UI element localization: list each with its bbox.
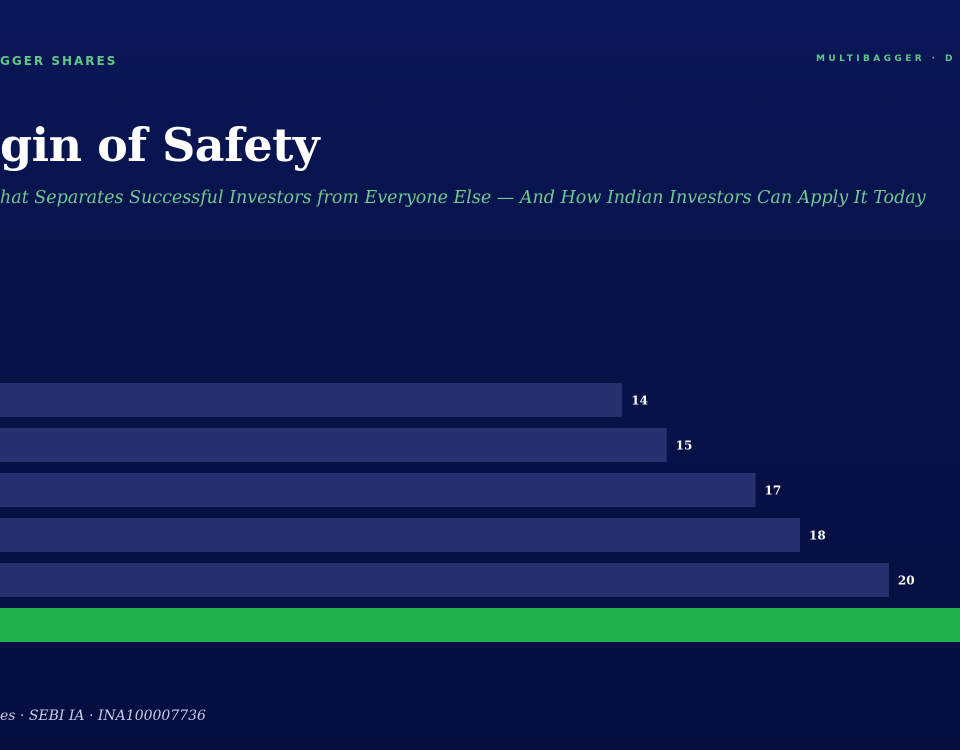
bar-value-label-4: 20 xyxy=(898,574,915,588)
bar-value-label-0: 14 xyxy=(631,394,648,408)
bar-1 xyxy=(0,428,667,462)
bar-3 xyxy=(0,518,800,552)
page-title: gin of Safety xyxy=(0,118,320,172)
brand-right: MULTIBAGGER · D xyxy=(816,54,956,64)
bar-chart: 14 15 17 18 20 xyxy=(0,383,960,642)
bar-2 xyxy=(0,473,756,507)
bar-value-label-1: 15 xyxy=(676,439,693,453)
bar-4 xyxy=(0,563,889,597)
bar-5 xyxy=(0,608,960,642)
bar-value-label-3: 18 xyxy=(809,529,826,543)
bar-value-label-2: 17 xyxy=(765,484,782,498)
footer-text: es · SEBI IA · INA100007736 xyxy=(0,708,206,724)
page-subtitle: hat Separates Successful Investors from … xyxy=(0,188,926,208)
brand-left: GGER SHARES xyxy=(0,54,118,68)
bar-0 xyxy=(0,383,623,417)
